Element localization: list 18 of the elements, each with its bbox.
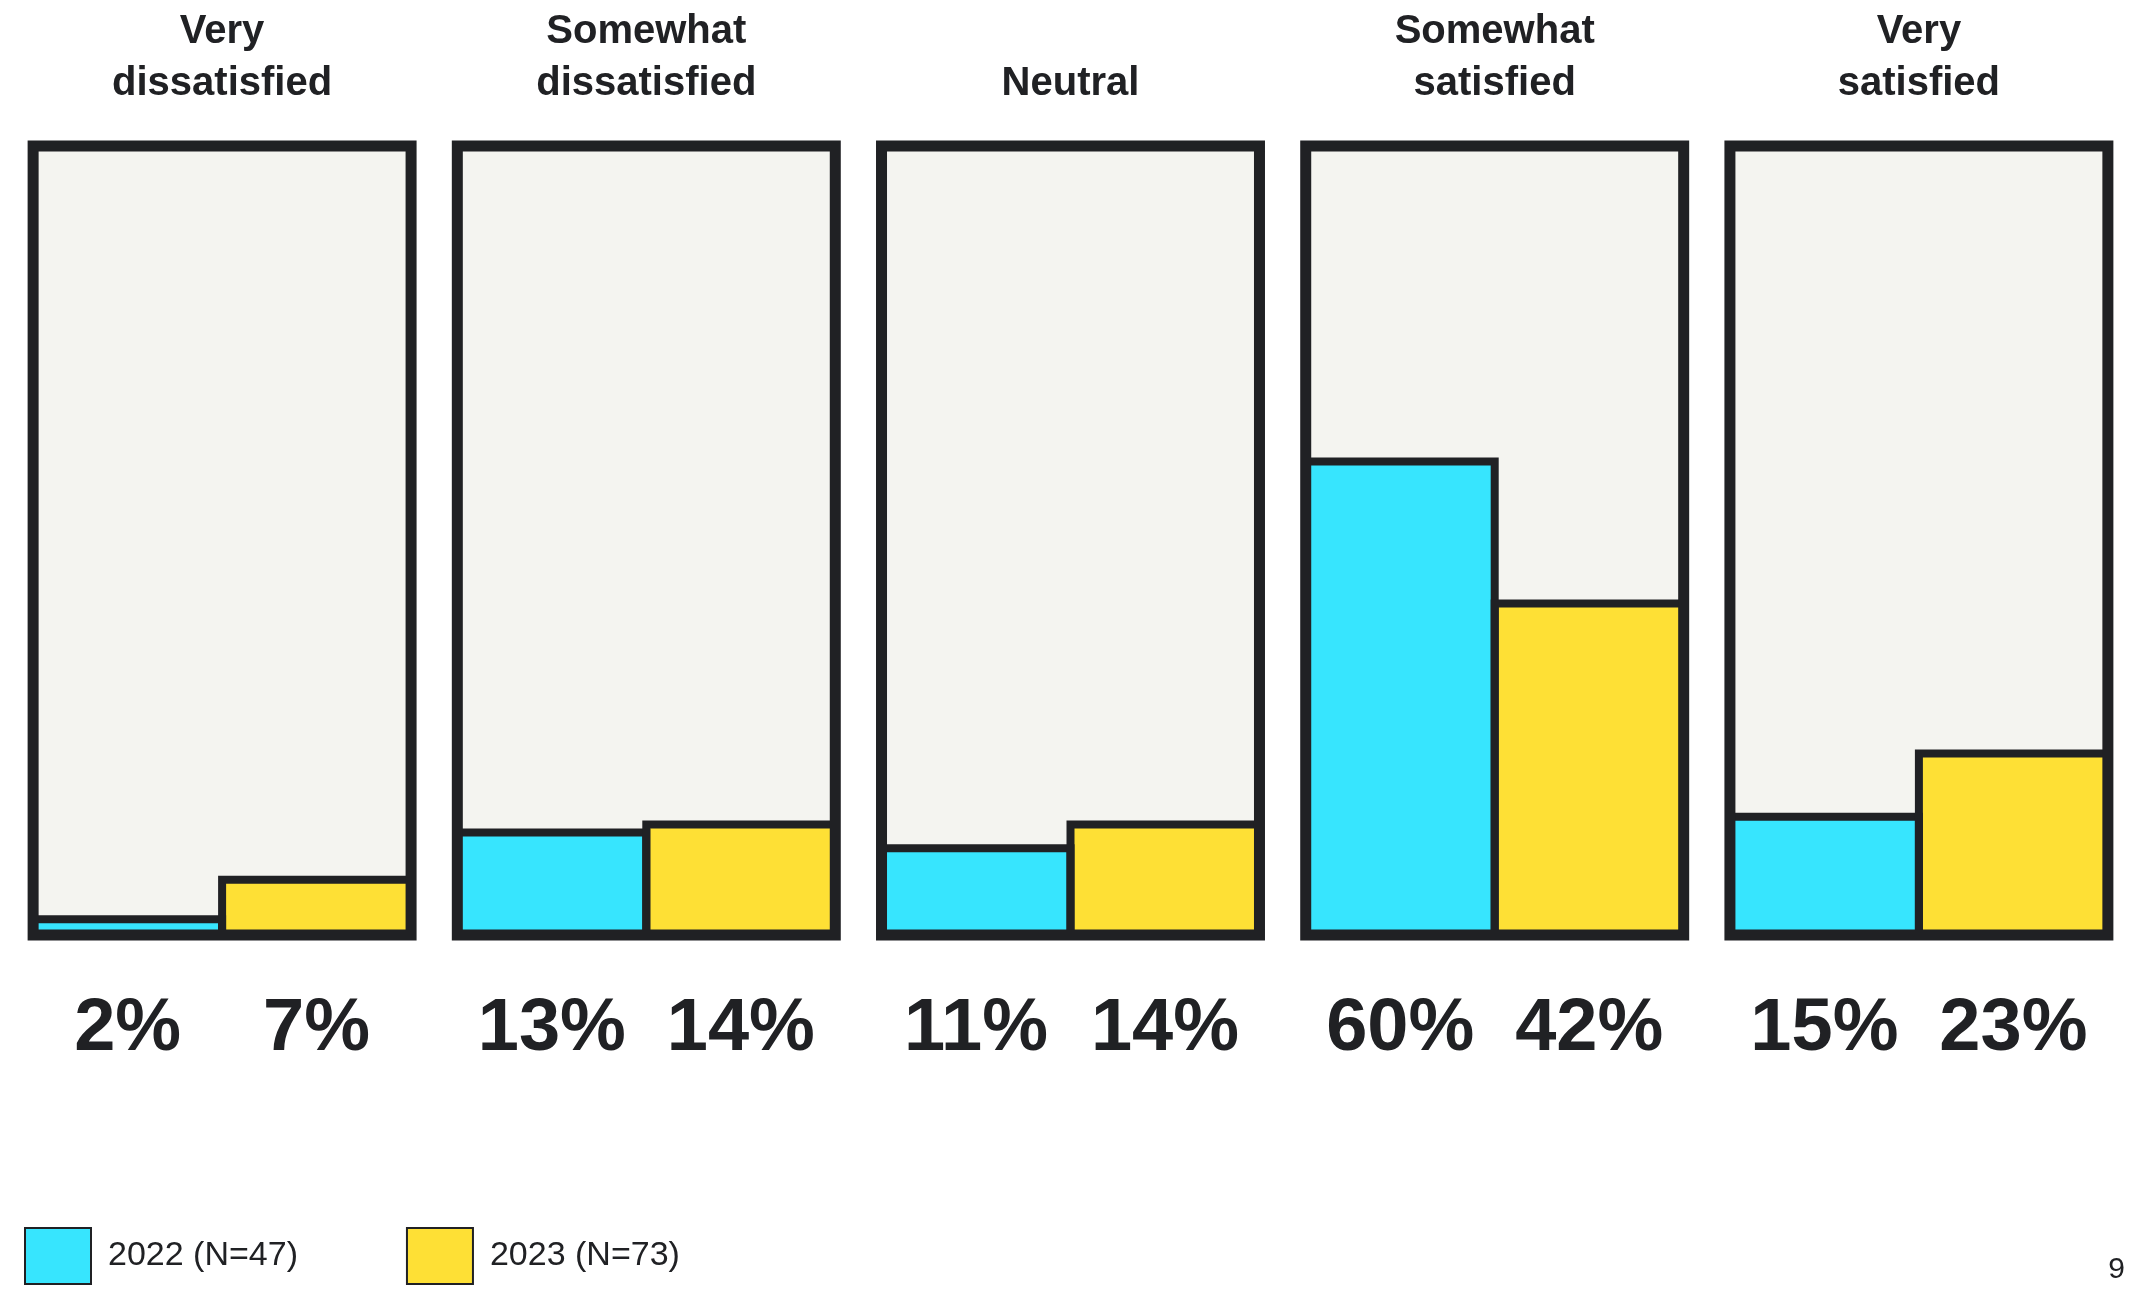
text: 9	[2108, 1251, 2125, 1285]
legend-label: 2022 (N=47)	[108, 1234, 298, 1273]
data-label: 60%	[1326, 983, 1475, 1067]
legend-label: 2023 (N=73)	[489, 1234, 680, 1273]
data-label: 14%	[1090, 983, 1240, 1067]
x-tick-label: Somewhat dissatisfied	[536, 7, 757, 104]
x-tick-label: Somewhat satisfied	[1394, 7, 1595, 104]
x-tick-label: Neutral	[1001, 59, 1140, 104]
data-label: 7%	[263, 983, 371, 1067]
data-label: 15%	[1750, 983, 1899, 1067]
data-label: 2%	[74, 983, 182, 1067]
data-label: 23%	[1939, 983, 2088, 1067]
data-label: 14%	[666, 983, 815, 1067]
data-label: 11%	[903, 983, 1049, 1067]
data-label: 13%	[477, 983, 626, 1067]
data-label: 42%	[1515, 983, 1664, 1067]
x-tick-label: Very satisfied	[1837, 7, 2001, 104]
x-tick-label: Very dissatisfied	[112, 7, 333, 104]
